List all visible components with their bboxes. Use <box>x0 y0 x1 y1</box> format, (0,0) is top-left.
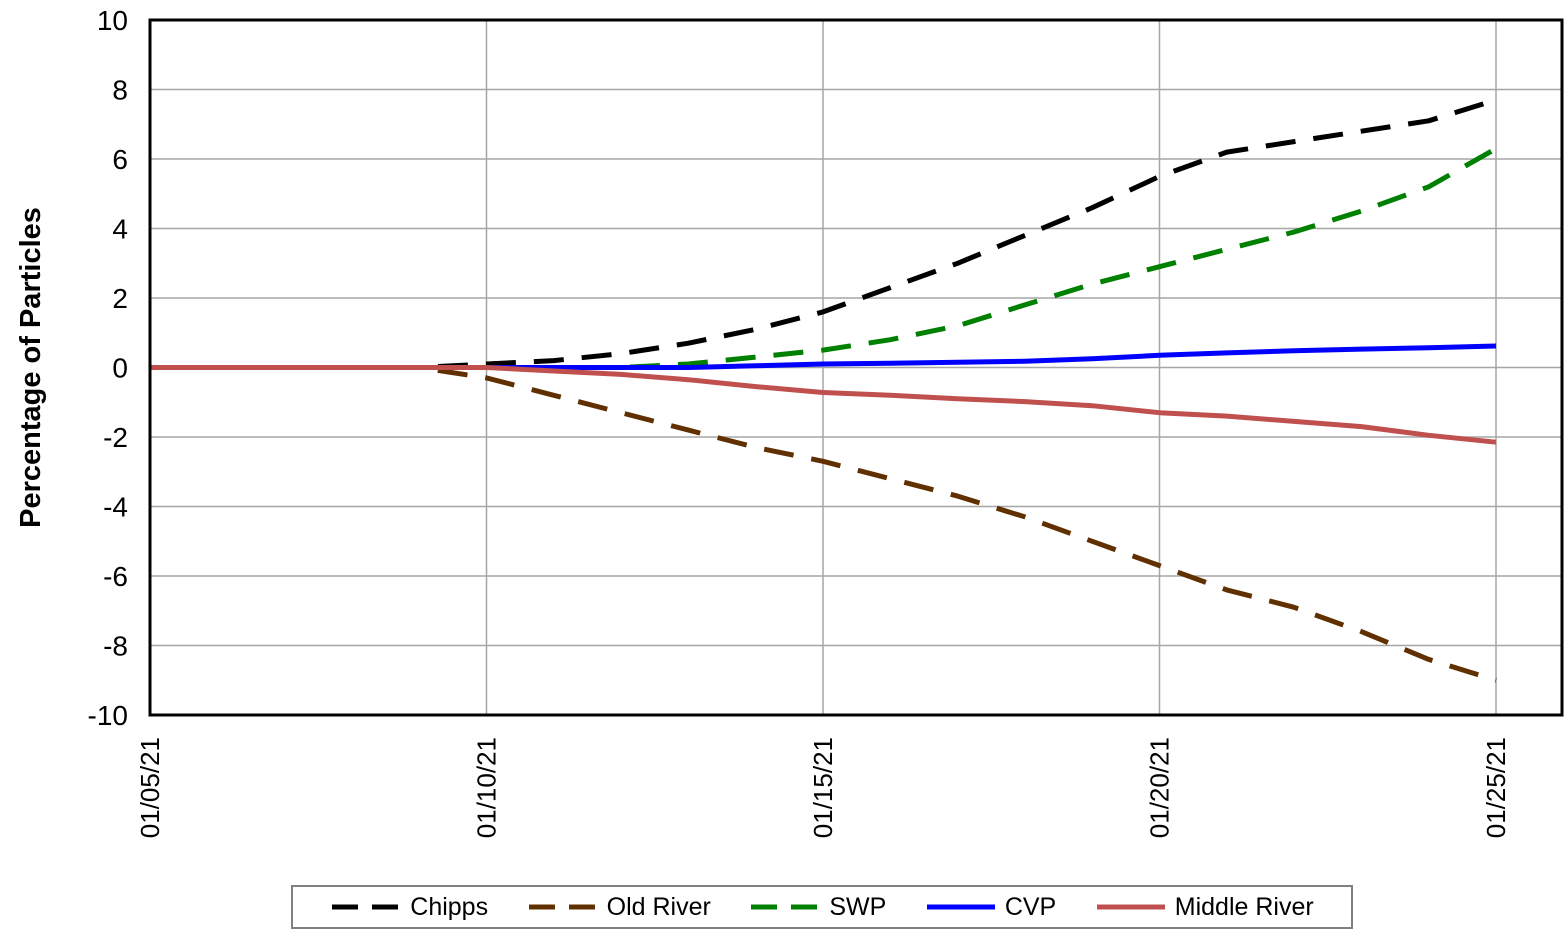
plot-area-frame <box>148 18 1564 717</box>
y-tick-label: 6 <box>112 144 128 175</box>
x-tick-label: 01/10/21 <box>472 737 502 838</box>
y-tick-label: -8 <box>103 631 128 662</box>
y-tick-labels: 10 8 6 4 2 0 -2 -4 -6 -8 -10 <box>88 5 128 731</box>
legend-label: Middle River <box>1174 892 1314 921</box>
legend-label: Chipps <box>410 892 489 921</box>
y-tick-label: -10 <box>88 700 128 731</box>
legend-swatch <box>528 904 597 910</box>
x-tick-label: 01/15/21 <box>808 737 838 838</box>
y-tick-label: -6 <box>103 561 128 592</box>
y-tick-label: -2 <box>103 422 128 453</box>
legend-swatch <box>332 904 401 910</box>
series-line-old-river <box>150 365 1497 683</box>
legend-swatch <box>926 904 995 910</box>
y-tick-label: 0 <box>112 353 128 384</box>
x-tick-label: 01/05/21 <box>135 737 165 838</box>
series-lines <box>150 97 1498 683</box>
legend-item-old-river: Old River <box>527 893 711 922</box>
y-tick-label: 10 <box>97 5 128 36</box>
legend-swatch <box>1096 904 1165 910</box>
series-line-middle-river <box>150 365 1497 445</box>
series-line-cvp <box>150 343 1497 370</box>
y-tick-label: 8 <box>112 75 128 106</box>
legend-label: CVP <box>1004 892 1057 921</box>
y-axis-label: Percentage of Particles <box>15 207 47 528</box>
legend-item-swp: SWP <box>749 893 886 922</box>
y-tick-label: 4 <box>112 214 128 245</box>
y-tick-label: -4 <box>103 492 128 523</box>
legend-label: Old River <box>606 892 711 921</box>
series-line-chipps <box>150 97 1497 370</box>
legend-label: SWP <box>829 892 887 921</box>
y-tick-label: 2 <box>112 283 128 314</box>
x-tick-label: 01/25/21 <box>1481 737 1511 838</box>
legend-item-cvp: CVP <box>925 893 1056 922</box>
x-tick-labels: 01/05/21 01/10/21 01/15/21 01/20/21 01/25/21 <box>135 737 1511 838</box>
legend-swatch <box>751 904 820 910</box>
legend-item-chipps: Chipps <box>330 893 488 922</box>
legend: Chipps Old River SWP CVP Middle River <box>291 885 1353 929</box>
x-tick-label: 01/20/21 <box>1145 737 1175 838</box>
legend-item-middle-river: Middle River <box>1095 893 1314 922</box>
